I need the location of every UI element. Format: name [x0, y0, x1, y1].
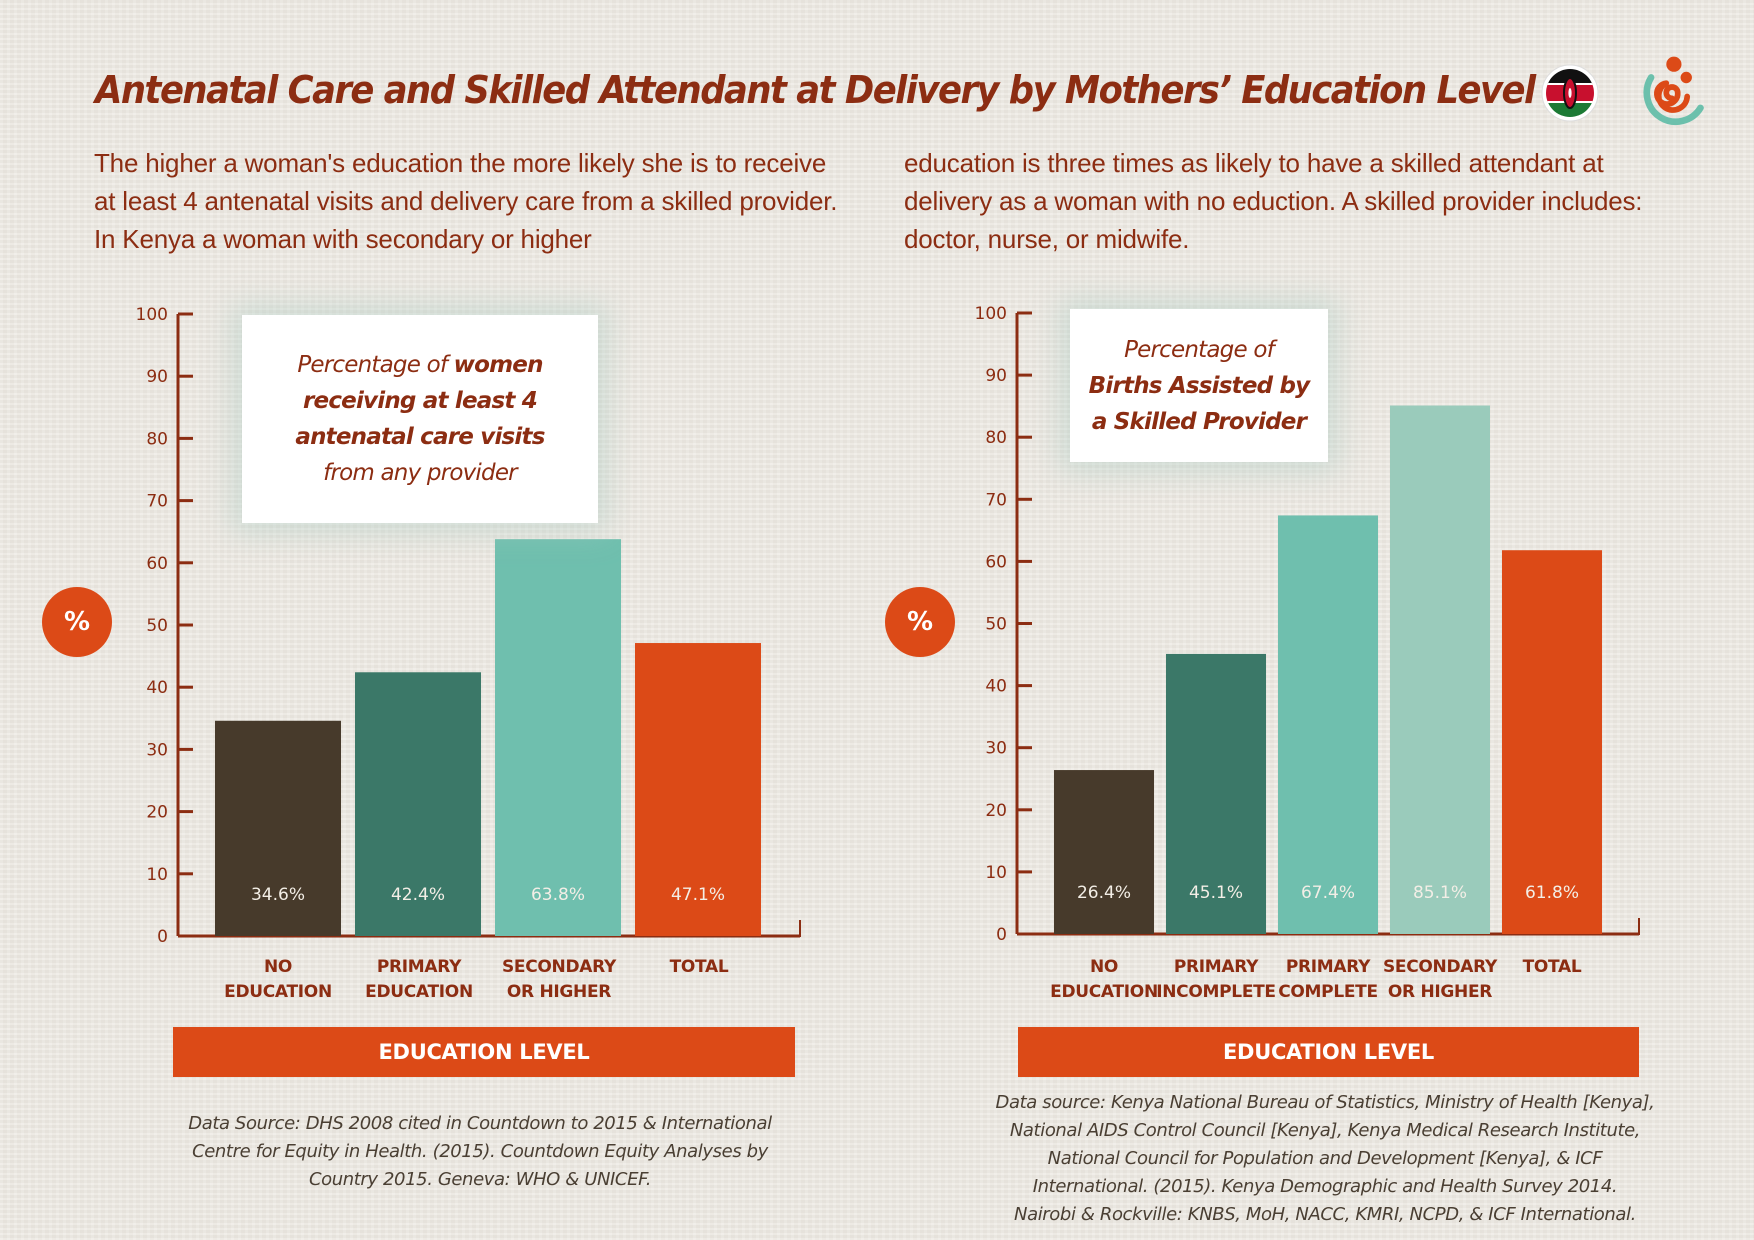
chart-label-box-right: Percentage of Births Assisted by a Skill… [1070, 309, 1328, 462]
x-label: SECONDARY OR HIGHER [1382, 957, 1498, 1002]
label-bold: women [453, 352, 544, 378]
chart-label-box-left: Percentage of women receiving at least 4… [242, 315, 598, 523]
y-tick-label: 50 [985, 615, 1007, 635]
bar-value-label: 67.4% [1301, 883, 1355, 903]
y-tick-label: 30 [985, 739, 1007, 759]
x-label: NO EDUCATION [1050, 957, 1158, 1002]
x-axis-title-left: EDUCATION LEVEL [173, 1027, 795, 1077]
y-tick-label: 40 [146, 678, 168, 698]
y-tick-label: 70 [146, 492, 168, 512]
y-tick-label: 20 [146, 803, 168, 823]
bar [495, 539, 621, 936]
bar [1054, 770, 1154, 934]
y-tick-label: 100 [136, 305, 168, 325]
x-label: TOTAL [669, 957, 729, 977]
y-tick-label: 100 [975, 304, 1007, 324]
bar-value-label: 47.1% [671, 885, 725, 905]
page-title: Antenatal Care and Skilled Attendant at … [95, 68, 1536, 112]
y-tick-label: 50 [146, 616, 168, 636]
kenya-flag-icon [1541, 64, 1599, 122]
y-tick-label: 0 [996, 925, 1007, 945]
data-source-left: Data Source: DHS 2008 cited in Countdown… [188, 1113, 772, 1190]
label-normal: from any provider [323, 460, 517, 486]
x-label: PRIMARY EDUCATION [365, 957, 473, 1002]
y-tick-label: 80 [146, 429, 168, 449]
label-normal: Percentage of [1124, 336, 1275, 363]
y-tick-label: 90 [985, 366, 1007, 386]
x-label: SECONDARY OR HIGHER [501, 957, 617, 1002]
intro-text-right: education is three times as likely to ha… [904, 148, 1643, 254]
y-tick-label: 10 [146, 865, 168, 885]
bar-value-label: 26.4% [1077, 883, 1131, 903]
y-tick-label: 10 [985, 863, 1007, 883]
percent-badge-right: % [885, 587, 955, 657]
label-bold: antenatal care visits [295, 424, 545, 450]
label-bold: receiving at least 4 [302, 388, 538, 414]
percent-badge-left: % [42, 587, 112, 657]
bar [1390, 405, 1490, 934]
y-tick-label: 40 [985, 677, 1007, 697]
x-label: PRIMARY INCOMPLETE [1156, 957, 1276, 1002]
x-label: TOTAL [1522, 957, 1582, 977]
bar-value-label: 42.4% [391, 885, 445, 905]
y-tick-label: 30 [146, 740, 168, 760]
y-tick-label: 0 [157, 927, 168, 947]
bar-value-label: 34.6% [251, 885, 305, 905]
bar [1166, 653, 1266, 934]
label-normal: Percentage of [297, 352, 454, 378]
label-bold: a Skilled Provider [1091, 408, 1307, 435]
bar [635, 643, 761, 936]
bar-value-label: 63.8% [531, 885, 585, 905]
bar [215, 720, 341, 936]
y-tick-label: 70 [985, 490, 1007, 510]
bar-value-label: 61.8% [1525, 883, 1579, 903]
x-label: PRIMARY COMPLETE [1278, 957, 1378, 1002]
y-tick-label: 80 [985, 428, 1007, 448]
x-axis-title-right: EDUCATION LEVEL [1018, 1027, 1639, 1077]
y-tick-label: 60 [985, 552, 1007, 572]
data-source-right: Data source: Kenya National Bureau of St… [995, 1092, 1655, 1225]
bar-value-label: 85.1% [1413, 883, 1467, 903]
bar [1278, 515, 1378, 934]
label-bold: Births Assisted by [1088, 372, 1311, 399]
maternal-health-logo-icon [1643, 56, 1704, 126]
bar [1502, 550, 1602, 934]
bar-value-label: 45.1% [1189, 883, 1243, 903]
bar [355, 672, 481, 936]
y-tick-label: 60 [146, 554, 168, 574]
intro-text-left: The higher a woman's education the more … [94, 148, 838, 254]
y-tick-label: 90 [146, 367, 168, 387]
y-tick-label: 20 [985, 801, 1007, 821]
x-label: NO EDUCATION [224, 957, 332, 1002]
